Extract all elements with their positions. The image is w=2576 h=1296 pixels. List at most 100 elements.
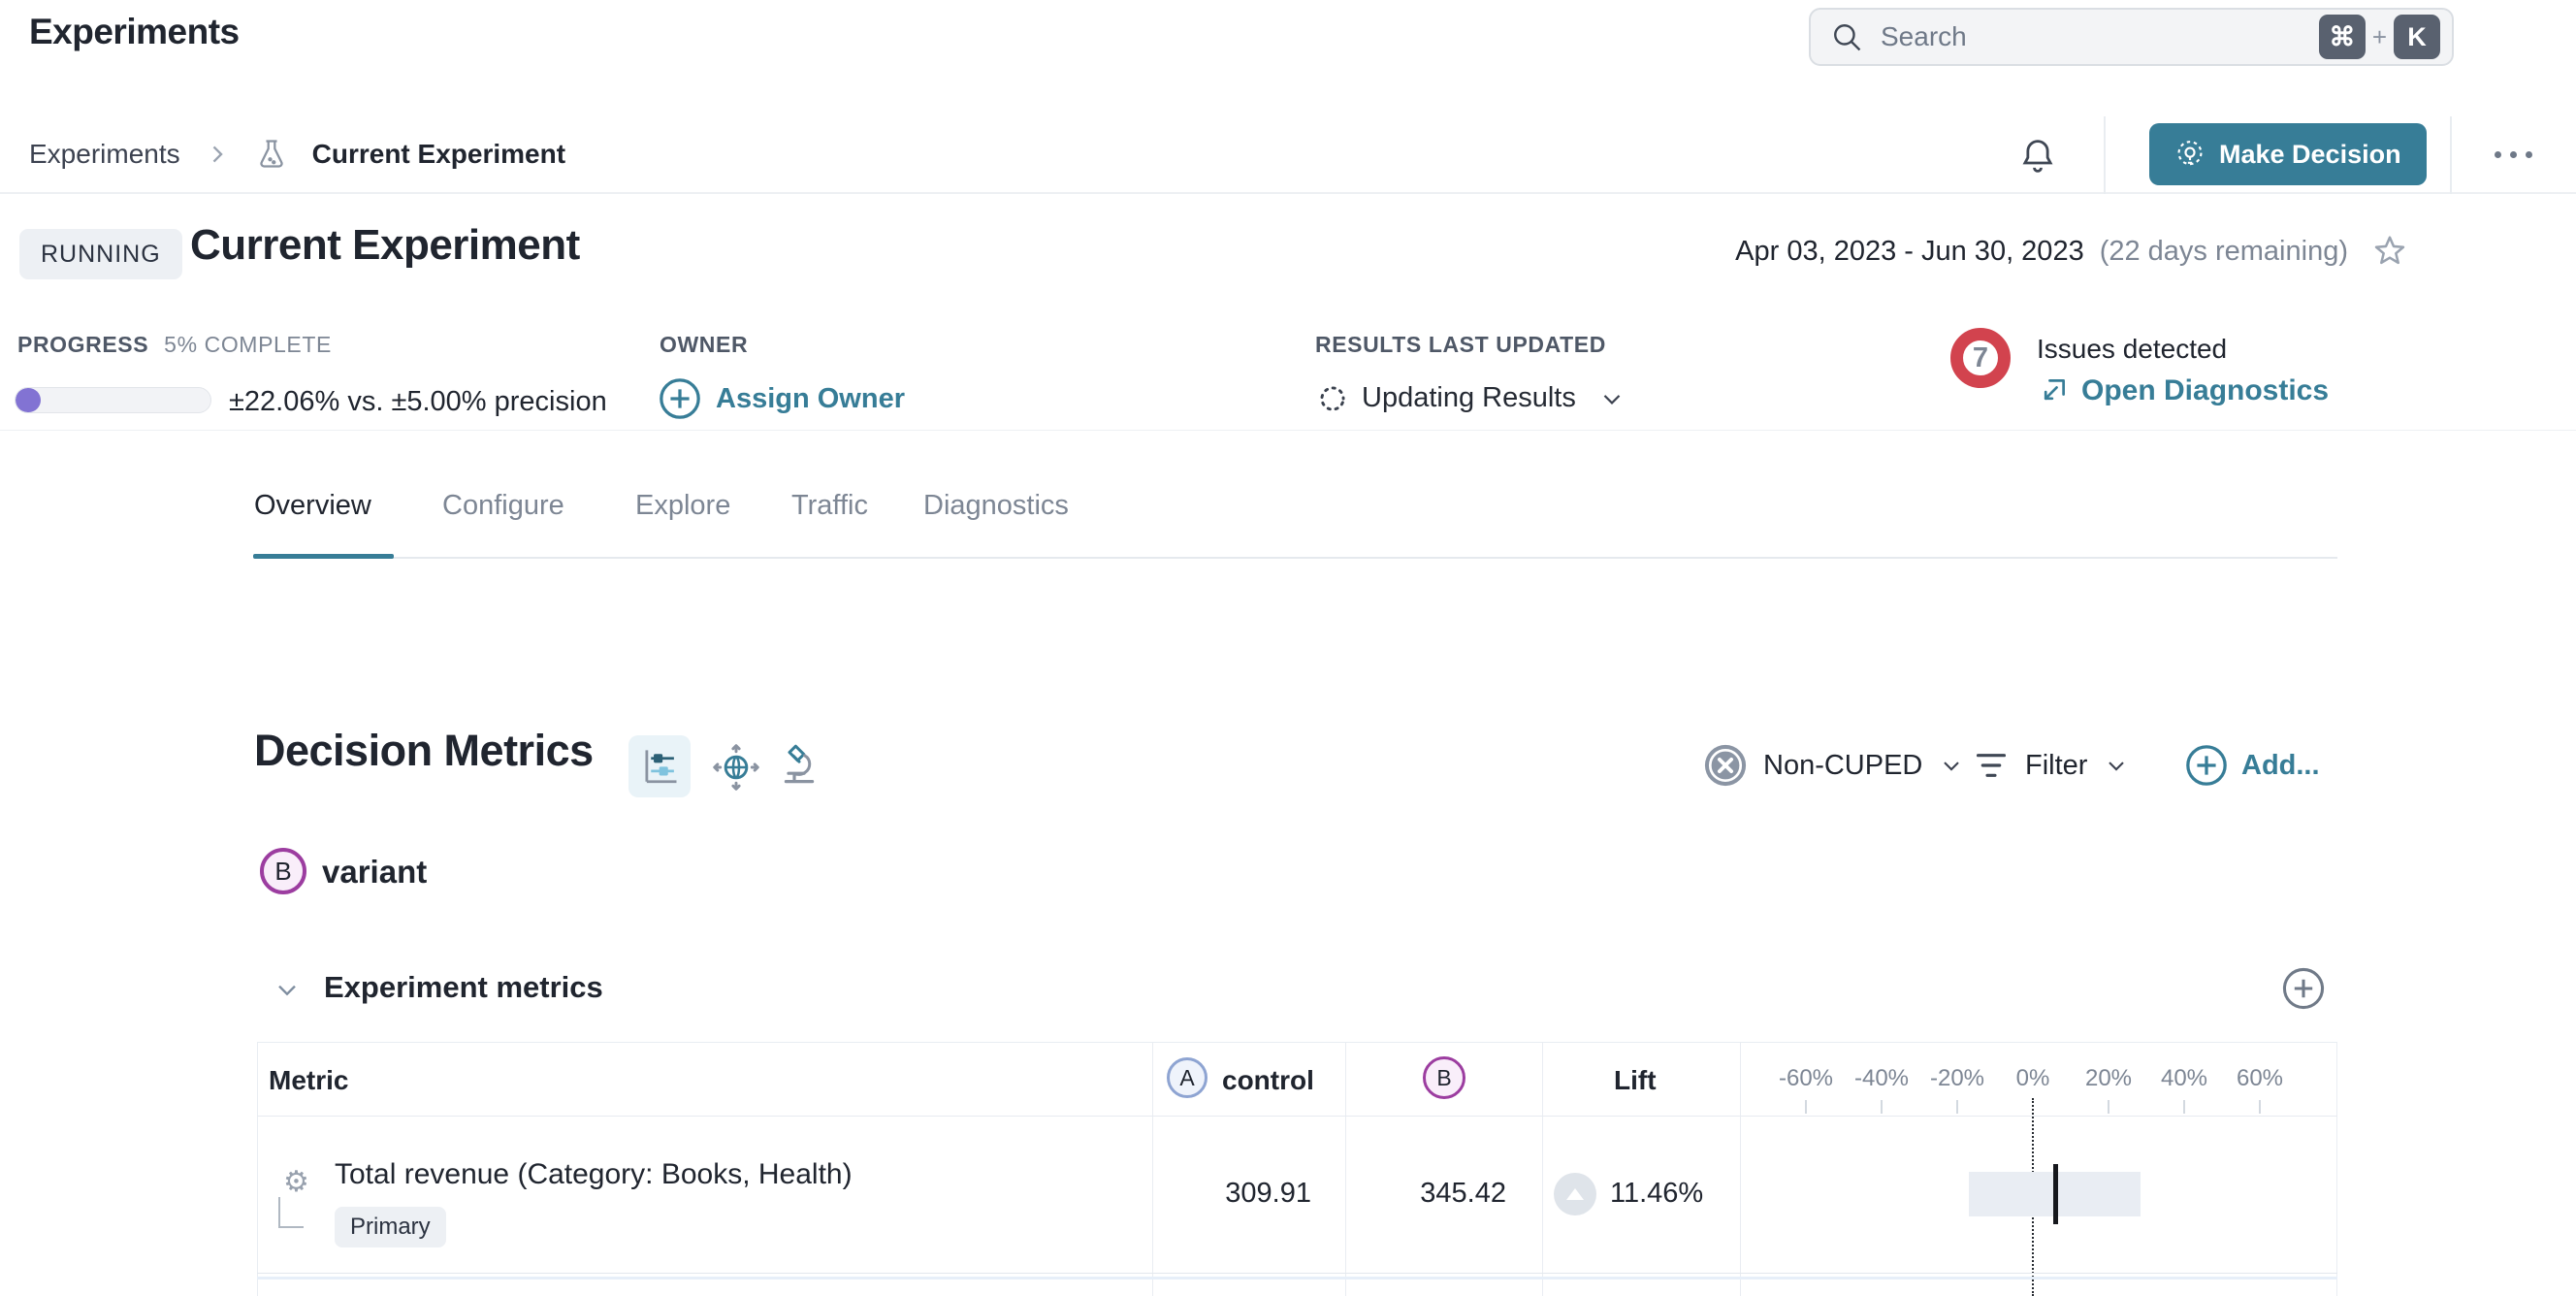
chevron-right-icon: [204, 141, 231, 168]
lift-value: 11.46%: [1610, 1178, 1704, 1209]
status-badge: RUNNING: [19, 229, 182, 279]
search-bar[interactable]: ⌘ + K: [1809, 8, 2454, 66]
shortcut-plus: +: [2371, 21, 2387, 51]
assign-owner-label: Assign Owner: [716, 382, 905, 414]
make-decision-button[interactable]: Make Decision: [2149, 123, 2427, 185]
axis-tick: [2259, 1100, 2261, 1114]
variant-value: 345.42: [1420, 1178, 1506, 1209]
axis-tick-label: 40%: [2160, 1065, 2208, 1091]
issues-count-badge: 7: [1950, 328, 2011, 388]
next-row-edge: [257, 1277, 2337, 1280]
collapse-chevron-icon[interactable]: [272, 974, 303, 1005]
plus-circle-icon: [2184, 743, 2229, 788]
confidence-interval-view-button[interactable]: [628, 735, 691, 797]
header-divider: [2104, 116, 2106, 194]
plus-circle-icon: [658, 376, 702, 421]
search-input[interactable]: [1879, 20, 2319, 53]
variant-b-column-badge: B: [1423, 1056, 1465, 1099]
axis-tick-label: 20%: [2084, 1065, 2133, 1091]
owner-label: OWNER: [660, 332, 749, 357]
deep-dive-microscope-button[interactable]: [776, 741, 822, 788]
column-divider: [1740, 1042, 1741, 1296]
arrow-up-icon: [1566, 1188, 1584, 1200]
header-bottom-border: [257, 1116, 2337, 1117]
tab-explore[interactable]: Explore: [635, 490, 731, 521]
progress-bar: [15, 387, 211, 413]
section-divider: [0, 430, 2576, 431]
column-header-lift: Lift: [1614, 1065, 1657, 1095]
results-status: Updating Results: [1362, 382, 1576, 413]
metric-tag: Primary: [335, 1207, 446, 1247]
progress-label: PROGRESS: [17, 332, 149, 357]
add-metric-button[interactable]: Add...: [2184, 743, 2320, 788]
notifications-bell-button[interactable]: [2017, 136, 2058, 177]
axis-tick-label: -20%: [1929, 1065, 1985, 1091]
experiment-title: Current Experiment: [190, 221, 580, 269]
breadcrumb-current: Current Experiment: [311, 139, 566, 169]
favorite-star-button[interactable]: [2371, 233, 2408, 270]
issues-detected-text: Issues detected: [2037, 334, 2228, 364]
active-tab-indicator: [253, 554, 394, 559]
variant-name: variant: [322, 854, 428, 890]
progress-labels: PROGRESS 5% COMPLETE: [17, 332, 332, 358]
date-group: Apr 03, 2023 - Jun 30, 2023 (22 days rem…: [1735, 233, 2408, 270]
axis-tick-label: 0%: [2015, 1065, 2050, 1091]
decision-bulb-icon: [2174, 139, 2206, 170]
make-decision-label: Make Decision: [2219, 139, 2401, 169]
microscope-icon: [776, 741, 822, 788]
tab-configure[interactable]: Configure: [442, 490, 564, 521]
loading-spinner-icon: [1317, 383, 1348, 414]
date-range: Apr 03, 2023 - Jun 30, 2023: [1735, 235, 2084, 267]
more-options-button[interactable]: [2495, 151, 2532, 158]
tab-diagnostics[interactable]: Diagnostics: [923, 490, 1069, 521]
control-a-badge: A: [1167, 1057, 1208, 1098]
tab-overview[interactable]: Overview: [254, 490, 371, 521]
filter-dropdown[interactable]: Filter: [1973, 747, 2130, 784]
primary-tag: Primary: [335, 1207, 446, 1247]
results-status-dropdown[interactable]: Updating Results: [1317, 382, 1626, 414]
cuped-label: Non-CUPED: [1763, 749, 1923, 781]
column-divider: [1542, 1042, 1543, 1296]
metric-settings-gear-icon[interactable]: ⚙: [283, 1166, 309, 1198]
tab-traffic[interactable]: Traffic: [791, 490, 868, 521]
cmd-key-badge: ⌘: [2318, 15, 2366, 59]
page-title: Experiments: [29, 12, 240, 51]
tab-baseline: [257, 557, 2337, 559]
breadcrumb-bar: Experiments Current Experiment Make Deci…: [0, 116, 2576, 194]
user-avatar[interactable]: [2498, 4, 2560, 66]
progress-complete: 5% COMPLETE: [164, 332, 332, 357]
chevron-down-icon: [1938, 752, 1965, 779]
control-value: 309.91: [1225, 1178, 1311, 1209]
chevron-down-icon: [2103, 752, 2130, 779]
column-header-control: control: [1222, 1065, 1314, 1095]
chevron-down-icon: [1597, 384, 1626, 413]
breadcrumb-parent-link[interactable]: Experiments: [29, 139, 180, 169]
metric-indent-bracket: [278, 1197, 304, 1228]
axis-tick: [2108, 1100, 2109, 1114]
cuped-toggle-dropdown[interactable]: Non-CUPED: [1703, 743, 1965, 788]
precision-text: ±22.06% vs. ±5.00% precision: [229, 386, 607, 417]
assign-owner-button[interactable]: Assign Owner: [658, 376, 905, 421]
boxplot-chart-icon: [639, 746, 680, 787]
column-divider: [1152, 1042, 1153, 1296]
axis-tick: [1956, 1100, 1958, 1114]
explore-globe-button[interactable]: [712, 743, 760, 792]
metrics-group-title: Experiment metrics: [324, 970, 603, 1004]
axis-tick: [1805, 1100, 1807, 1114]
metric-name[interactable]: Total revenue (Category: Books, Health): [335, 1158, 853, 1190]
axis-tick-label: 60%: [2236, 1065, 2284, 1091]
axis-tick: [2183, 1100, 2185, 1114]
days-remaining: (22 days remaining): [2099, 235, 2348, 267]
column-header-metric: Metric: [269, 1065, 349, 1095]
metrics-table: [257, 1042, 2337, 1296]
filter-label: Filter: [2025, 749, 2088, 781]
lift-direction-badge: [1554, 1173, 1596, 1215]
ci-mean-line: [2052, 1164, 2058, 1224]
axis-tick: [1881, 1100, 1883, 1114]
globe-arrows-icon: [712, 743, 760, 792]
filter-lines-icon: [1973, 747, 2010, 784]
search-icon: [1830, 20, 1863, 53]
decision-metrics-title: Decision Metrics: [254, 726, 594, 775]
open-diagnostics-link[interactable]: Open Diagnostics: [2037, 374, 2329, 407]
add-metric-to-group-button[interactable]: [2281, 966, 2326, 1011]
